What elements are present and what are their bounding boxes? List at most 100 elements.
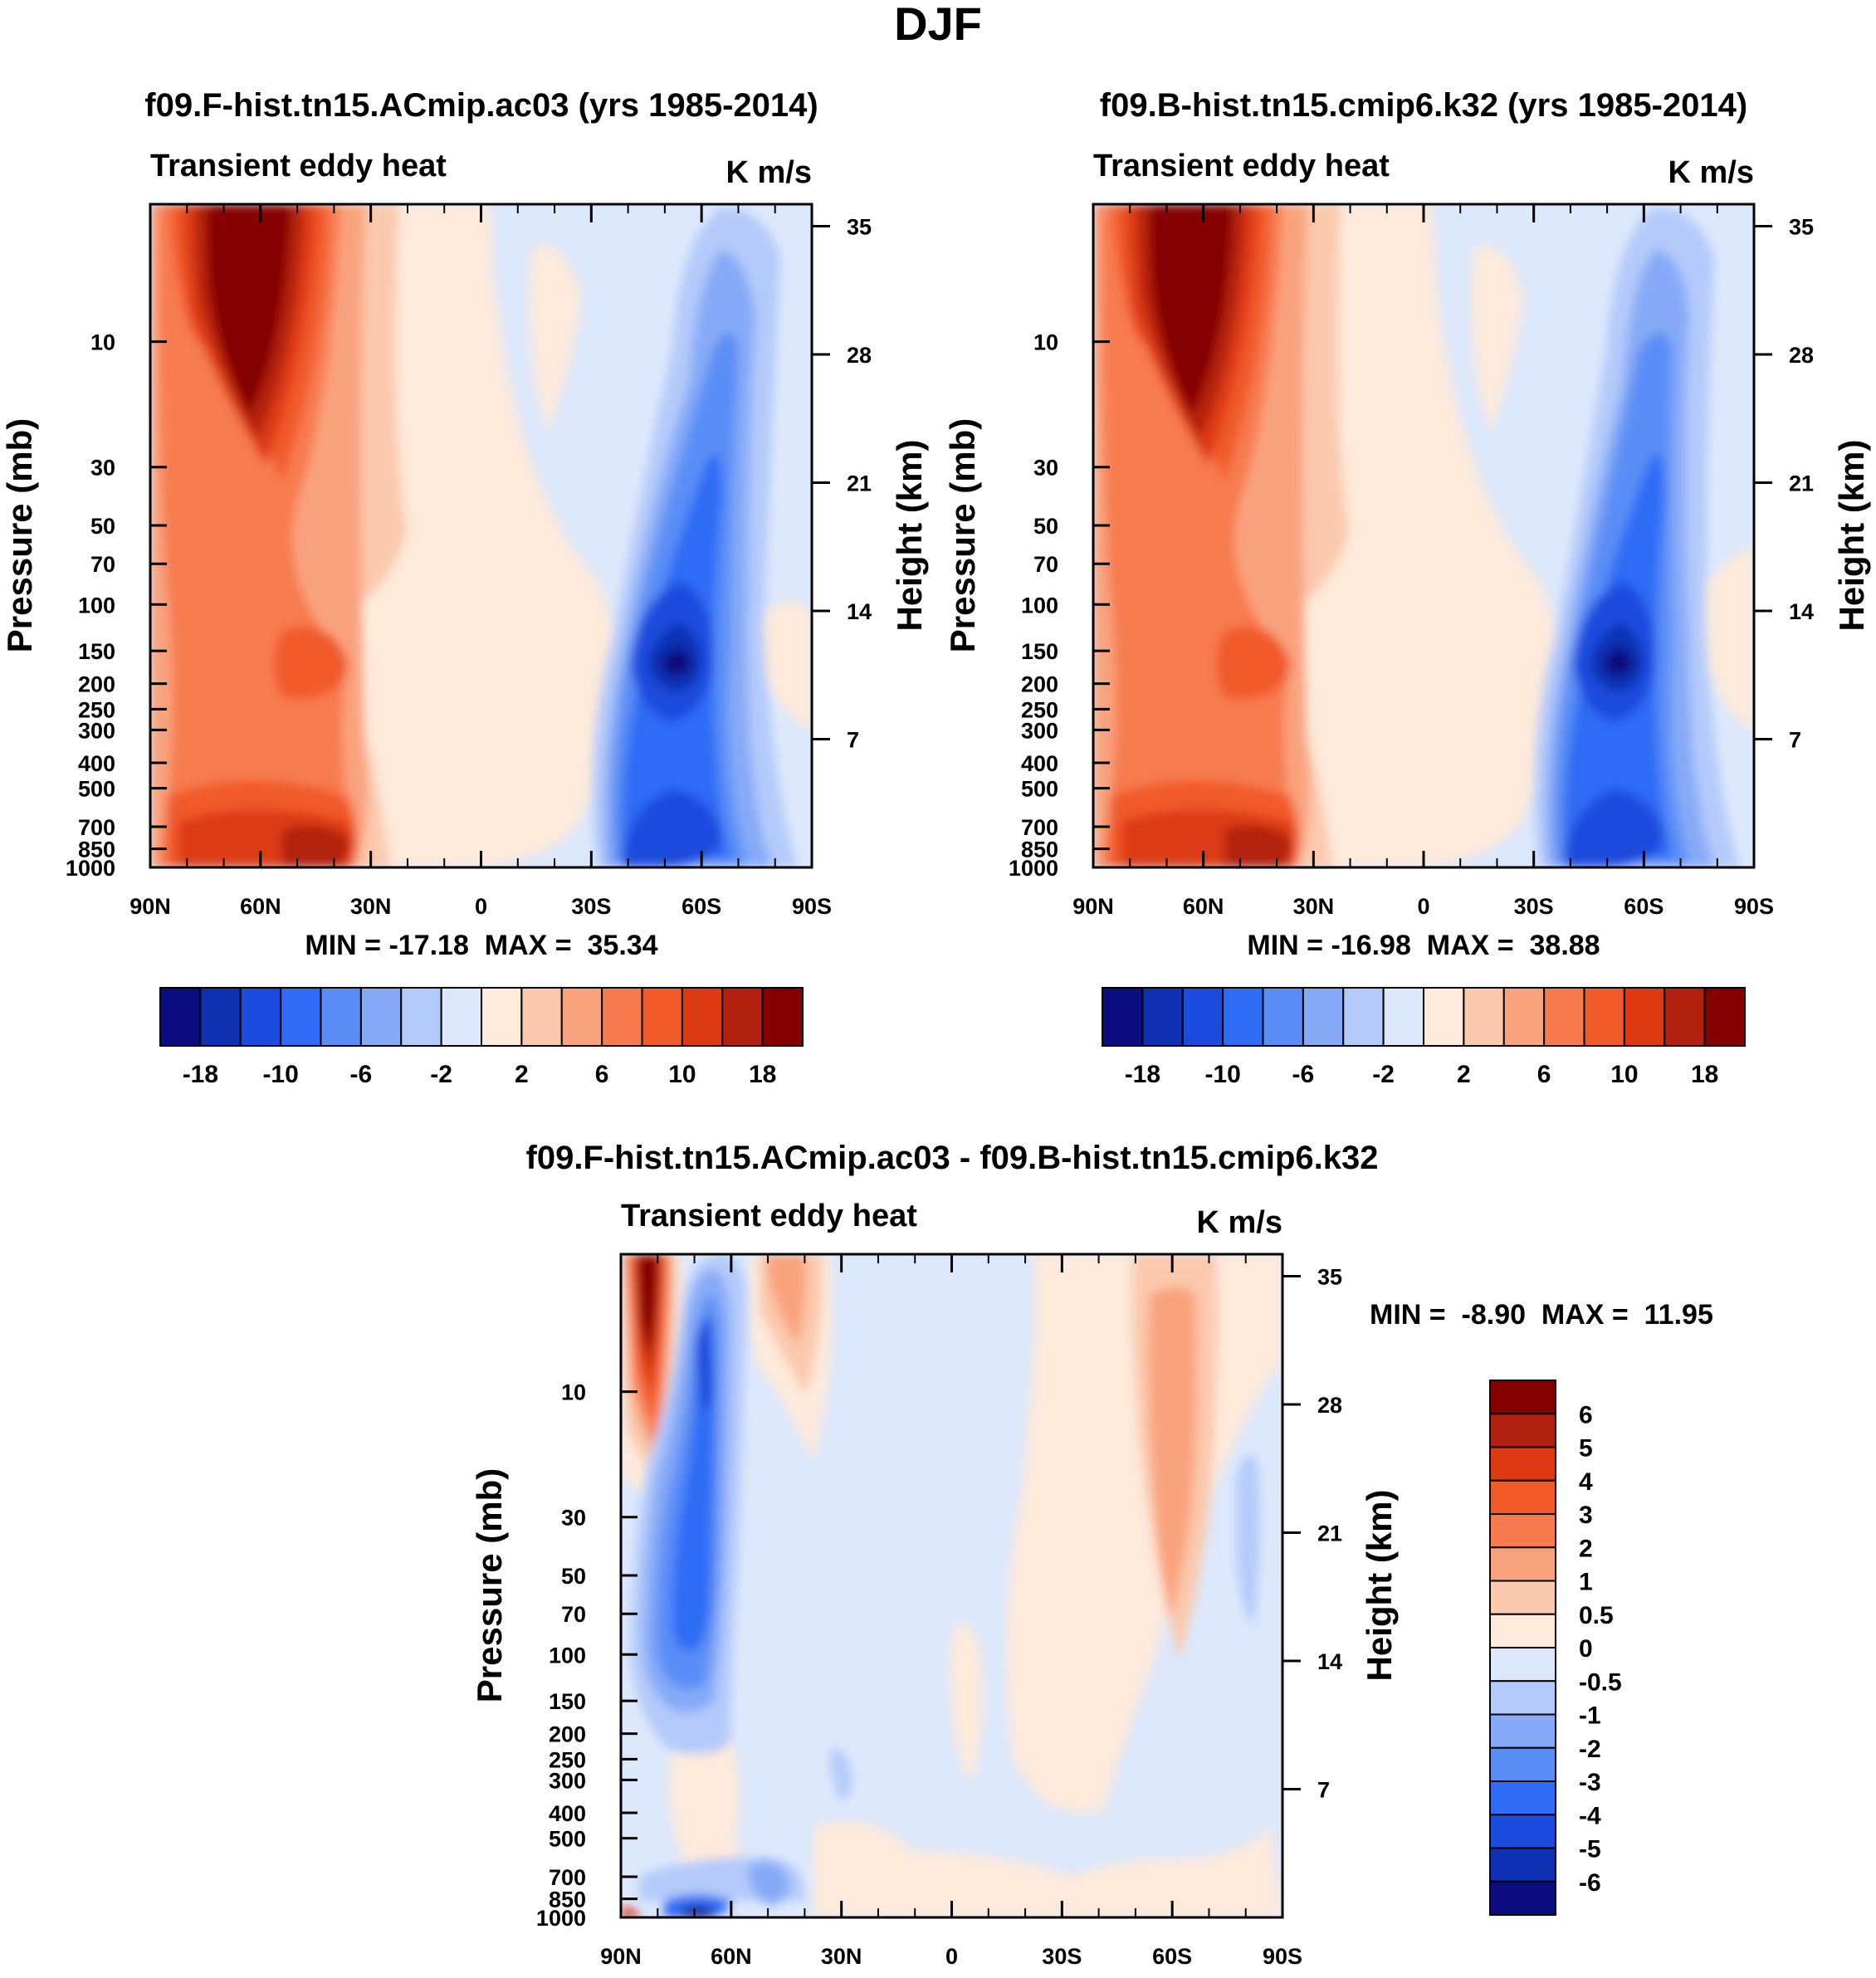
panel-3-warm-region	[949, 1622, 983, 1785]
y-tick-label: 70	[561, 1602, 586, 1627]
y-tick-label: 10	[1033, 330, 1058, 355]
x-tick-label: 0	[945, 1944, 958, 1969]
y-tick-label: 850	[78, 838, 115, 862]
x-tick-label: 60S	[1624, 894, 1663, 919]
x-tick-label: 0	[1417, 894, 1429, 919]
panel-2-title: f09.B-hist.tn15.cmip6.k32 (yrs 1985-2014…	[1100, 87, 1747, 124]
y-tick-label: 250	[1021, 697, 1058, 722]
panel-3-cool-region	[696, 1318, 712, 1411]
colorbar-swatch	[1342, 987, 1385, 1047]
colorbar-swatch	[1489, 1580, 1556, 1615]
colorbar-label: 5	[1579, 1435, 1593, 1463]
colorbar-swatch	[1489, 1713, 1556, 1749]
colorbar-swatch	[1583, 987, 1625, 1047]
colorbar-swatch	[721, 987, 764, 1047]
x-tick-label: 0	[475, 894, 487, 919]
panel-2-contour-field	[1093, 204, 1754, 867]
y2-tick-label: 28	[847, 343, 872, 368]
colorbar-swatch	[199, 987, 242, 1047]
colorbar-swatch	[1181, 987, 1224, 1047]
x-tick-label: 60S	[1152, 1944, 1192, 1969]
y-tick-label: 100	[78, 593, 115, 618]
y-tick-label: 250	[78, 697, 115, 722]
x-tick-label: 90N	[1072, 894, 1114, 919]
panel-2-ylabel: Pressure (mb)	[943, 418, 982, 652]
y-tick-label: 300	[78, 718, 115, 743]
y2-tick-label: 21	[1789, 471, 1814, 496]
panel-3-title: f09.F-hist.tn15.ACmip.ac03 - f09.B-hist.…	[526, 1140, 1379, 1176]
panel-2-y2-ticks: 35 28 21 14 7	[1754, 214, 1814, 752]
colorbar-label: 18	[1691, 1061, 1718, 1088]
y2-tick-label: 14	[1789, 599, 1814, 624]
panel-1-warm-region	[207, 204, 291, 415]
colorbar-label: 4	[1579, 1468, 1593, 1496]
y-tick-label: 10	[561, 1380, 586, 1405]
x-tick-label: 30N	[1293, 894, 1335, 919]
y2-tick-label: 14	[1317, 1649, 1342, 1674]
y-tick-label: 400	[1021, 751, 1058, 776]
panel-2-y2label: Height (km)	[1832, 440, 1871, 632]
colorbar-label: -10	[1204, 1061, 1240, 1088]
panel-2-warm-region	[1693, 548, 1754, 730]
panel-3-cool-region	[672, 1328, 715, 1652]
panel-3-warm-region	[1148, 1287, 1197, 1619]
y-tick-label: 500	[549, 1827, 586, 1852]
panel-3-left-string: Transient eddy heat	[621, 1199, 917, 1233]
panel-3-warm-region	[638, 1257, 658, 1353]
x-tick-label: 30S	[1042, 1944, 1082, 1969]
colorbar-label: -2	[430, 1061, 452, 1088]
panel-1-colorbar: -18 -10 -6 -2 2 6 10 18	[159, 987, 804, 1088]
colorbar-swatch	[1489, 1746, 1556, 1782]
colorbar-label: -18	[1125, 1061, 1160, 1088]
colorbar-swatch	[1489, 1680, 1556, 1716]
panel-1-warm-region	[529, 246, 581, 432]
x-tick-label: 90S	[792, 894, 832, 919]
y2-tick-label: 7	[847, 727, 859, 752]
y-tick-label: 1000	[66, 856, 115, 881]
panel-3-colorbar: 6 5 4 3 2 1 0.5 0 -0.5 -1 -2 -3 -4 -5 -6	[1489, 1380, 1622, 1916]
panel-3-cool-region	[1237, 1455, 1260, 1627]
y-tick-label: 100	[549, 1643, 586, 1668]
colorbar-label: -5	[1579, 1836, 1601, 1863]
panel-1-y2-ticks: 35 28 21 14 7	[812, 214, 872, 752]
panel-1-ylabel: Pressure (mb)	[0, 418, 39, 652]
colorbar-swatch	[1703, 987, 1746, 1047]
colorbar-label: 6	[595, 1061, 609, 1088]
panel-2: f09.B-hist.tn15.cmip6.k32 (yrs 1985-2014…	[943, 87, 1871, 1088]
y-tick-label: 700	[549, 1865, 586, 1890]
y-tick-label: 700	[1021, 815, 1058, 840]
y-tick-label: 850	[549, 1888, 586, 1912]
panel-3-warm-region	[621, 1907, 639, 1917]
colorbar-swatch	[1489, 1814, 1556, 1849]
colorbar-label: 2	[1579, 1535, 1593, 1562]
y-tick-label: 30	[1033, 456, 1058, 481]
panel-1-left-string: Transient eddy heat	[150, 149, 447, 183]
colorbar-swatch	[1489, 1479, 1556, 1515]
panel-2-x-ticks: 90N 60N 30N 0 30S 60S 90S	[1072, 204, 1774, 919]
y-tick-label: 30	[90, 456, 115, 481]
y-tick-label: 1000	[1009, 856, 1058, 881]
y-tick-label: 700	[78, 815, 115, 840]
colorbar-swatch	[400, 987, 442, 1047]
colorbar-swatch	[1489, 1513, 1556, 1549]
y2-tick-label: 14	[847, 599, 872, 624]
colorbar-label: -4	[1579, 1802, 1601, 1829]
colorbar-swatch	[1489, 1847, 1556, 1883]
y2-tick-label: 7	[1789, 727, 1801, 752]
y-tick-label: 70	[90, 552, 115, 577]
colorbar-swatch	[1489, 1613, 1556, 1648]
y2-tick-label: 35	[847, 214, 872, 239]
panel-3-y2-ticks: 35 28 21 14 7	[1282, 1264, 1342, 1802]
colorbar-swatch	[1102, 987, 1144, 1047]
y2-tick-label: 35	[1789, 214, 1814, 239]
colorbar-label: 6	[1579, 1401, 1593, 1429]
panel-3-stats: MIN = -8.90 MAX = 11.95	[1370, 1299, 1713, 1331]
figure-title: DJF	[894, 0, 982, 50]
colorbar-label: 10	[668, 1061, 696, 1088]
panel-3-warm-region	[669, 1725, 739, 1869]
colorbar-swatch	[1489, 1446, 1556, 1482]
colorbar-swatch	[681, 987, 724, 1047]
colorbar-label: -0.5	[1579, 1668, 1622, 1696]
